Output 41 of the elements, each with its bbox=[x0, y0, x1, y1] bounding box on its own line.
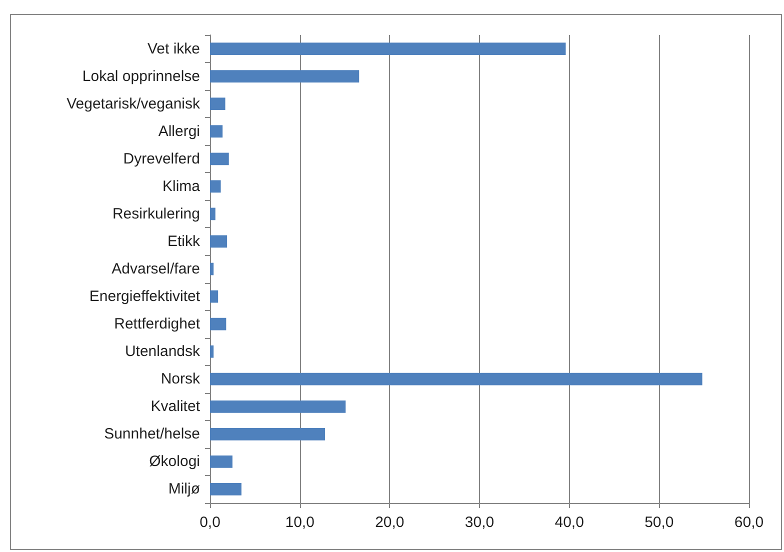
x-tick-label: 40,0 bbox=[554, 514, 584, 531]
bar bbox=[210, 180, 221, 193]
bar bbox=[210, 208, 216, 220]
x-tick-label: 60,0 bbox=[734, 514, 764, 531]
bar bbox=[210, 483, 242, 496]
bar bbox=[210, 152, 229, 166]
y-tick-label: Etikk bbox=[167, 232, 200, 250]
y-tick-label: Allergi bbox=[158, 122, 200, 140]
y-tick-label: Dyrevelferd bbox=[123, 150, 200, 168]
bar bbox=[210, 125, 223, 138]
y-tick-label: Norsk bbox=[160, 370, 200, 388]
x-tick-label: 50,0 bbox=[644, 514, 674, 531]
x-tick-label: 30,0 bbox=[464, 514, 494, 531]
bar bbox=[210, 428, 325, 440]
bar bbox=[210, 456, 232, 468]
bar bbox=[210, 318, 226, 330]
y-tick-label: Klima bbox=[162, 178, 201, 195]
bar bbox=[210, 345, 214, 358]
y-tick-label: Lokal opprinnelse bbox=[82, 68, 200, 85]
y-tick-label: Rettferdighet bbox=[114, 316, 201, 333]
y-tick-label: Sunnhet/helse bbox=[104, 426, 200, 443]
bar bbox=[210, 290, 218, 303]
y-tick-label: Miljø bbox=[168, 480, 200, 498]
y-tick-label: Kvalitet bbox=[150, 398, 201, 416]
x-tick-label: 10,0 bbox=[285, 514, 314, 531]
bar bbox=[210, 262, 214, 276]
y-tick-label: Utenlandsk bbox=[124, 343, 200, 360]
bar bbox=[210, 235, 228, 248]
x-tick-label: 20,0 bbox=[375, 514, 404, 531]
bar bbox=[210, 98, 226, 110]
bar bbox=[210, 42, 566, 55]
bar bbox=[210, 400, 346, 413]
y-tick-label: Resirkulering bbox=[112, 205, 200, 222]
y-tick-label: Energieffektivitet bbox=[89, 288, 201, 306]
bar bbox=[210, 70, 360, 82]
y-tick-label: Vet ikke bbox=[147, 40, 200, 58]
x-tick-label: 0,0 bbox=[200, 514, 220, 531]
y-tick-label: Advarsel/fare bbox=[112, 260, 200, 278]
bar bbox=[210, 372, 702, 386]
y-tick-label: Vegetarisk/veganisk bbox=[66, 95, 200, 112]
y-tick-label: Økologi bbox=[149, 453, 200, 470]
